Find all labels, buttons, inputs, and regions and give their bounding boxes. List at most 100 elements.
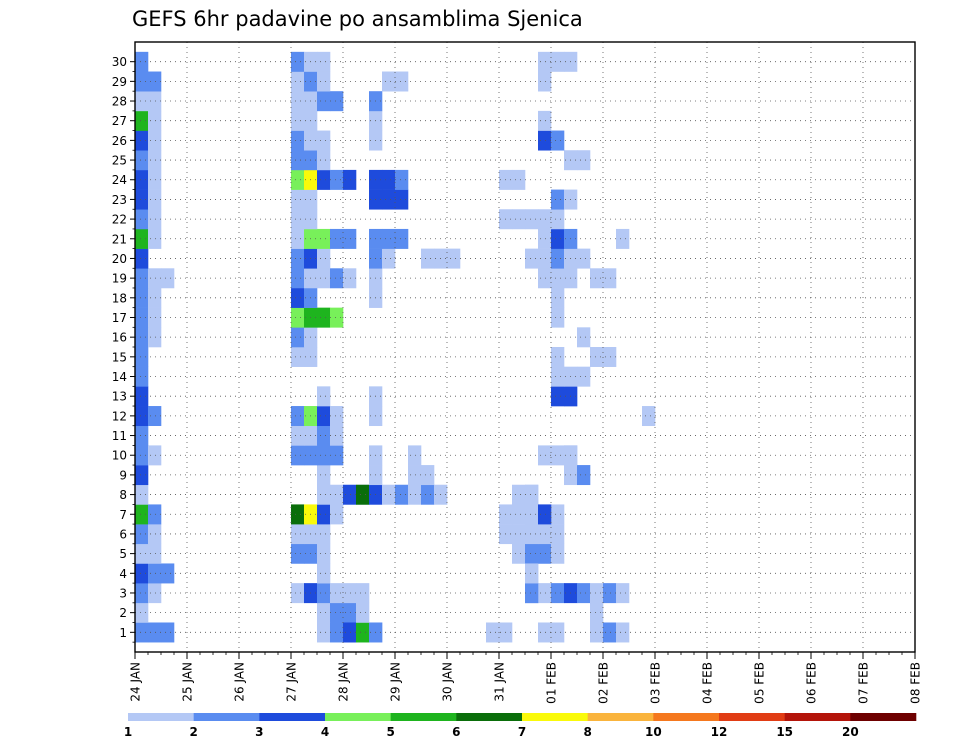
heatmap-cell <box>135 150 149 171</box>
heatmap-cell <box>538 51 552 72</box>
heatmap-cell <box>343 268 357 289</box>
heatmap-cell <box>356 583 370 604</box>
x-tick-label: 30 JAN <box>441 662 455 702</box>
colorbar-swatch <box>850 713 917 721</box>
heatmap-cell <box>135 51 149 72</box>
colorbar-tick-label: 10 <box>645 725 662 739</box>
heatmap-cell <box>551 130 565 151</box>
heatmap-cell <box>330 622 344 643</box>
heatmap-cell <box>538 130 552 151</box>
x-tick-label: 26 JAN <box>233 662 247 702</box>
heatmap-cell <box>317 51 331 72</box>
y-tick-label: 9 <box>119 468 127 482</box>
heatmap-cell <box>148 189 162 210</box>
colorbar-swatch <box>193 713 260 721</box>
heatmap-cell <box>330 425 344 446</box>
heatmap-cell <box>525 209 539 230</box>
heatmap-cell <box>512 524 526 545</box>
heatmap-cell <box>421 248 435 269</box>
colorbar-tick-label: 8 <box>583 725 591 739</box>
x-tick-label: 03 FEB <box>649 662 663 704</box>
heatmap-cell <box>512 209 526 230</box>
heatmap-cell <box>291 130 305 151</box>
heatmap-cell <box>291 209 305 230</box>
heatmap-cell <box>512 504 526 525</box>
y-tick-label: 30 <box>112 55 127 69</box>
heatmap-cell <box>135 347 149 367</box>
heatmap-cell <box>382 248 396 269</box>
colorbar-tick-label: 20 <box>842 725 859 739</box>
colorbar-tick-label: 4 <box>321 725 329 739</box>
heatmap-cell <box>616 228 630 249</box>
heatmap-cell <box>317 445 331 466</box>
heatmap-cell <box>135 583 149 604</box>
heatmap-cell <box>421 484 435 505</box>
heatmap-cell <box>291 228 305 249</box>
heatmap-cell <box>135 622 149 643</box>
heatmap-cell <box>317 150 331 171</box>
heatmap-cell <box>616 622 630 643</box>
heatmap-cell <box>603 622 617 643</box>
colorbar-swatch <box>653 713 720 721</box>
heatmap-cell <box>577 583 591 604</box>
heatmap-cell <box>330 602 344 623</box>
heatmap-cell <box>291 307 305 328</box>
heatmap-cell <box>551 543 565 564</box>
heatmap-cell <box>317 622 331 643</box>
y-tick-label: 10 <box>112 449 127 463</box>
heatmap-cell <box>135 366 149 387</box>
heatmap-cell <box>447 248 461 269</box>
y-axis: 1234567891011121314151617181920212223242… <box>112 55 135 643</box>
heatmap-cell <box>577 465 591 486</box>
heatmap-cell <box>148 524 162 545</box>
heatmap-cell <box>291 71 305 92</box>
heatmap-cell <box>291 327 305 348</box>
y-tick-label: 18 <box>112 291 127 305</box>
colorbar-legend: 1 2 3 4 5 6 7 8 10 12 15 20 <box>124 713 917 739</box>
colorbar-swatch <box>522 713 588 721</box>
heatmap-cell <box>551 622 565 643</box>
heatmap-cell <box>148 130 162 151</box>
heatmap-cell <box>551 268 565 289</box>
heatmap-cell <box>603 268 617 289</box>
heatmap-cell <box>590 622 604 643</box>
y-tick-label: 11 <box>112 429 127 443</box>
heatmap-cell <box>317 425 331 446</box>
heatmap-cell <box>330 268 344 289</box>
heatmap-cell <box>590 602 604 623</box>
heatmap-cell <box>148 504 162 525</box>
heatmap-cell <box>538 445 552 466</box>
heatmap-cell <box>551 366 565 387</box>
heatmap-cell <box>317 71 331 92</box>
heatmap-cell <box>512 543 526 564</box>
heatmap-cell <box>135 169 149 190</box>
heatmap-cell <box>551 386 565 407</box>
y-tick-label: 19 <box>112 272 127 286</box>
colorbar-tick-label: 1 <box>124 725 132 739</box>
y-tick-label: 23 <box>112 193 127 207</box>
colorbar-tick-label: 3 <box>255 725 263 739</box>
x-axis: 24 JAN 25 JAN 26 JAN 27 JAN 28 JAN 29 JAN 30 J… <box>129 652 923 704</box>
heatmap-cell <box>148 169 162 190</box>
heatmap-cell <box>148 327 162 348</box>
y-tick-label: 5 <box>119 547 127 561</box>
heatmap-cell <box>551 228 565 249</box>
heatmap-cell <box>135 563 149 584</box>
heatmap-cell <box>291 504 305 525</box>
heatmap-cell <box>538 622 552 643</box>
heatmap-cell <box>148 307 162 328</box>
heatmap-cell <box>551 51 565 72</box>
colorbar-tick-label: 6 <box>452 725 460 739</box>
heatmap-cell <box>395 71 409 92</box>
heatmap-cell <box>590 268 604 289</box>
heatmap-cell <box>395 484 409 505</box>
heatmap-cell <box>317 484 331 505</box>
heatmap-cell <box>330 169 344 190</box>
colorbar-swatch <box>456 713 523 721</box>
heatmap-cell <box>551 504 565 525</box>
y-tick-label: 27 <box>112 114 127 128</box>
heatmap-cell <box>538 228 552 249</box>
heatmap-cell <box>525 504 539 525</box>
heatmap-cell <box>148 543 162 564</box>
y-tick-label: 7 <box>119 508 127 522</box>
